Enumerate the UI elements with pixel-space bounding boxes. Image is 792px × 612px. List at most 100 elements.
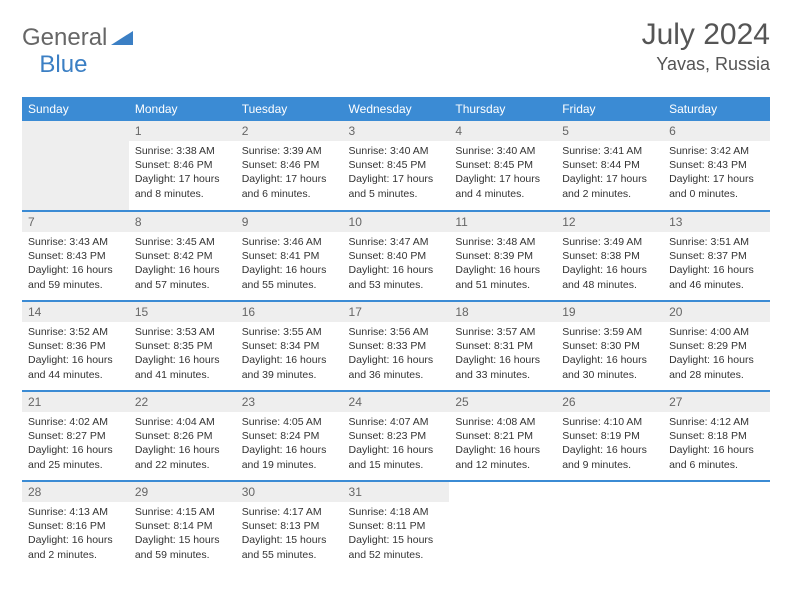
day-number: 8	[129, 212, 236, 232]
calendar-day-cell: 16Sunrise: 3:55 AMSunset: 8:34 PMDayligh…	[236, 301, 343, 391]
day-number: 30	[236, 482, 343, 502]
day-data: Sunrise: 4:04 AMSunset: 8:26 PMDaylight:…	[129, 412, 236, 478]
title-block: July 2024 Yavas, Russia	[642, 18, 770, 75]
calendar-day-cell	[663, 481, 770, 571]
sunrise-text: Sunrise: 4:15 AM	[135, 505, 230, 519]
weekday-header: Tuesday	[236, 97, 343, 121]
sunset-text: Sunset: 8:29 PM	[669, 339, 764, 353]
sunrise-text: Sunrise: 3:42 AM	[669, 144, 764, 158]
sunrise-text: Sunrise: 3:39 AM	[242, 144, 337, 158]
weekday-header: Monday	[129, 97, 236, 121]
day-number: 1	[129, 121, 236, 141]
daylight-text: Daylight: 16 hours and 57 minutes.	[135, 263, 230, 291]
day-data: Sunrise: 4:18 AMSunset: 8:11 PMDaylight:…	[343, 502, 450, 568]
sunset-text: Sunset: 8:21 PM	[455, 429, 550, 443]
day-number: 28	[22, 482, 129, 502]
daylight-text: Daylight: 16 hours and 59 minutes.	[28, 263, 123, 291]
calendar-day-cell: 25Sunrise: 4:08 AMSunset: 8:21 PMDayligh…	[449, 391, 556, 481]
day-data: Sunrise: 4:07 AMSunset: 8:23 PMDaylight:…	[343, 412, 450, 478]
day-number: 13	[663, 212, 770, 232]
sunrise-text: Sunrise: 4:00 AM	[669, 325, 764, 339]
sunset-text: Sunset: 8:19 PM	[562, 429, 657, 443]
calendar-day-cell: 4Sunrise: 3:40 AMSunset: 8:45 PMDaylight…	[449, 121, 556, 211]
daylight-text: Daylight: 16 hours and 30 minutes.	[562, 353, 657, 381]
calendar-day-cell: 9Sunrise: 3:46 AMSunset: 8:41 PMDaylight…	[236, 211, 343, 301]
daylight-text: Daylight: 16 hours and 46 minutes.	[669, 263, 764, 291]
sunrise-text: Sunrise: 4:10 AM	[562, 415, 657, 429]
day-number: 6	[663, 121, 770, 141]
calendar-day-cell: 12Sunrise: 3:49 AMSunset: 8:38 PMDayligh…	[556, 211, 663, 301]
day-data: Sunrise: 4:13 AMSunset: 8:16 PMDaylight:…	[22, 502, 129, 568]
sunrise-text: Sunrise: 3:40 AM	[349, 144, 444, 158]
daylight-text: Daylight: 15 hours and 52 minutes.	[349, 533, 444, 561]
day-number: 3	[343, 121, 450, 141]
day-data: Sunrise: 4:05 AMSunset: 8:24 PMDaylight:…	[236, 412, 343, 478]
sunset-text: Sunset: 8:45 PM	[349, 158, 444, 172]
day-number: 16	[236, 302, 343, 322]
sunrise-text: Sunrise: 3:56 AM	[349, 325, 444, 339]
location-label: Yavas, Russia	[642, 54, 770, 75]
weekday-header: Saturday	[663, 97, 770, 121]
day-data: Sunrise: 3:40 AMSunset: 8:45 PMDaylight:…	[449, 141, 556, 207]
calendar-week-row: 1Sunrise: 3:38 AMSunset: 8:46 PMDaylight…	[22, 121, 770, 211]
sunset-text: Sunset: 8:33 PM	[349, 339, 444, 353]
calendar-day-cell	[556, 481, 663, 571]
sunrise-text: Sunrise: 3:48 AM	[455, 235, 550, 249]
weekday-header: Wednesday	[343, 97, 450, 121]
sunset-text: Sunset: 8:37 PM	[669, 249, 764, 263]
sunset-text: Sunset: 8:43 PM	[28, 249, 123, 263]
logo-text-blue: Blue	[39, 51, 87, 79]
sunset-text: Sunset: 8:36 PM	[28, 339, 123, 353]
sunset-text: Sunset: 8:11 PM	[349, 519, 444, 533]
day-number: 14	[22, 302, 129, 322]
sunrise-text: Sunrise: 3:45 AM	[135, 235, 230, 249]
calendar-day-cell: 24Sunrise: 4:07 AMSunset: 8:23 PMDayligh…	[343, 391, 450, 481]
sunrise-text: Sunrise: 4:04 AM	[135, 415, 230, 429]
day-data: Sunrise: 3:53 AMSunset: 8:35 PMDaylight:…	[129, 322, 236, 388]
sunrise-text: Sunrise: 3:40 AM	[455, 144, 550, 158]
logo-triangle-icon	[111, 24, 133, 52]
day-number: 22	[129, 392, 236, 412]
sunrise-text: Sunrise: 3:46 AM	[242, 235, 337, 249]
day-data: Sunrise: 4:10 AMSunset: 8:19 PMDaylight:…	[556, 412, 663, 478]
calendar-day-cell: 6Sunrise: 3:42 AMSunset: 8:43 PMDaylight…	[663, 121, 770, 211]
sunset-text: Sunset: 8:45 PM	[455, 158, 550, 172]
calendar-day-cell: 15Sunrise: 3:53 AMSunset: 8:35 PMDayligh…	[129, 301, 236, 391]
sunrise-text: Sunrise: 4:07 AM	[349, 415, 444, 429]
sunset-text: Sunset: 8:30 PM	[562, 339, 657, 353]
daylight-text: Daylight: 17 hours and 8 minutes.	[135, 172, 230, 200]
daylight-text: Daylight: 17 hours and 6 minutes.	[242, 172, 337, 200]
sunset-text: Sunset: 8:18 PM	[669, 429, 764, 443]
day-number: 5	[556, 121, 663, 141]
day-number: 31	[343, 482, 450, 502]
sunset-text: Sunset: 8:23 PM	[349, 429, 444, 443]
day-number: 26	[556, 392, 663, 412]
calendar-day-cell: 3Sunrise: 3:40 AMSunset: 8:45 PMDaylight…	[343, 121, 450, 211]
daylight-text: Daylight: 17 hours and 4 minutes.	[455, 172, 550, 200]
sunset-text: Sunset: 8:46 PM	[242, 158, 337, 172]
sunset-text: Sunset: 8:31 PM	[455, 339, 550, 353]
day-number: 23	[236, 392, 343, 412]
sunrise-text: Sunrise: 4:12 AM	[669, 415, 764, 429]
weekday-header: Friday	[556, 97, 663, 121]
day-number: 2	[236, 121, 343, 141]
calendar-week-row: 28Sunrise: 4:13 AMSunset: 8:16 PMDayligh…	[22, 481, 770, 571]
day-data: Sunrise: 3:39 AMSunset: 8:46 PMDaylight:…	[236, 141, 343, 207]
sunrise-text: Sunrise: 3:53 AM	[135, 325, 230, 339]
calendar-day-cell: 17Sunrise: 3:56 AMSunset: 8:33 PMDayligh…	[343, 301, 450, 391]
logo: General	[22, 18, 135, 52]
sunset-text: Sunset: 8:26 PM	[135, 429, 230, 443]
calendar-week-row: 7Sunrise: 3:43 AMSunset: 8:43 PMDaylight…	[22, 211, 770, 301]
day-number: 25	[449, 392, 556, 412]
day-data: Sunrise: 3:52 AMSunset: 8:36 PMDaylight:…	[22, 322, 129, 388]
calendar-day-cell: 22Sunrise: 4:04 AMSunset: 8:26 PMDayligh…	[129, 391, 236, 481]
sunrise-text: Sunrise: 3:57 AM	[455, 325, 550, 339]
calendar-day-cell: 13Sunrise: 3:51 AMSunset: 8:37 PMDayligh…	[663, 211, 770, 301]
calendar-day-cell: 10Sunrise: 3:47 AMSunset: 8:40 PMDayligh…	[343, 211, 450, 301]
day-number: 27	[663, 392, 770, 412]
calendar-day-cell: 2Sunrise: 3:39 AMSunset: 8:46 PMDaylight…	[236, 121, 343, 211]
calendar-day-cell: 19Sunrise: 3:59 AMSunset: 8:30 PMDayligh…	[556, 301, 663, 391]
sunset-text: Sunset: 8:40 PM	[349, 249, 444, 263]
day-data: Sunrise: 3:59 AMSunset: 8:30 PMDaylight:…	[556, 322, 663, 388]
month-title: July 2024	[642, 18, 770, 52]
